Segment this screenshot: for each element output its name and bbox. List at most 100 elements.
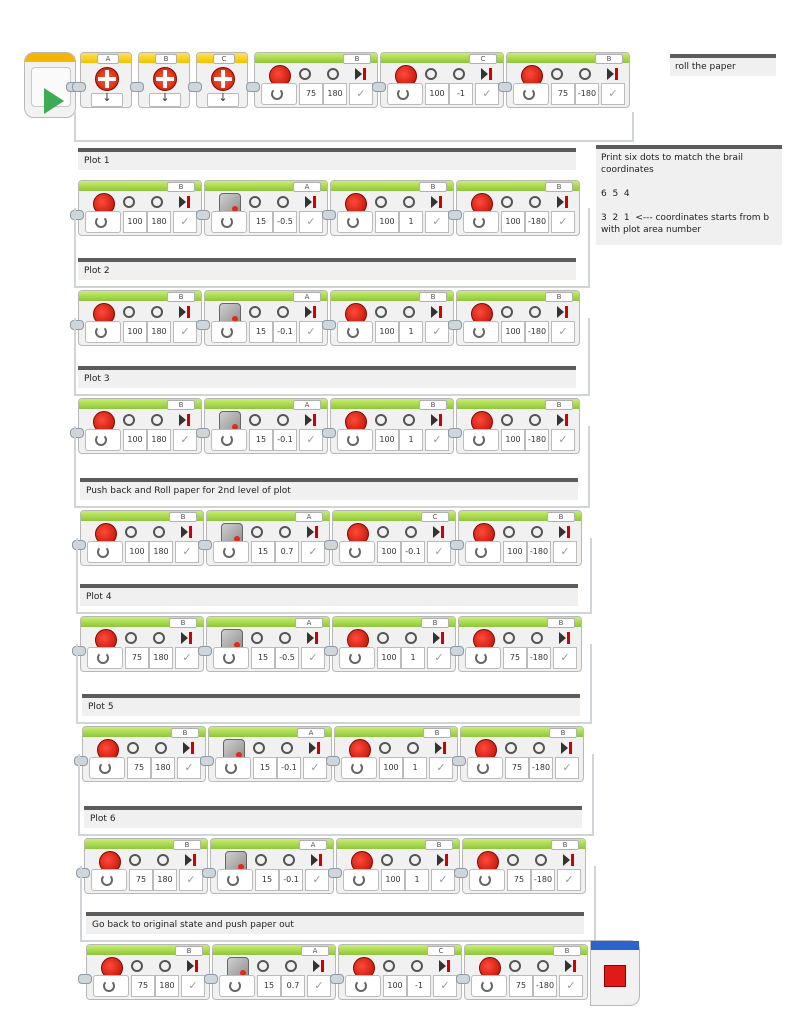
brake-checkbox[interactable]: ✓ <box>559 975 583 997</box>
medium-motor-block[interactable]: B 100 1 ✓ <box>330 398 454 454</box>
brake-checkbox[interactable]: ✓ <box>177 757 201 779</box>
power-value[interactable]: 100 <box>125 541 149 563</box>
port-selector[interactable]: B <box>173 840 201 850</box>
power-value[interactable]: 75 <box>551 83 575 105</box>
mode-selector[interactable] <box>337 321 373 343</box>
motor-reset-block[interactable]: A <box>80 52 132 108</box>
mode-selector[interactable] <box>463 321 499 343</box>
power-value[interactable]: 75 <box>299 83 323 105</box>
large-motor-block[interactable]: A 15 -0.1 ✓ <box>210 838 334 894</box>
play-button[interactable] <box>31 67 71 114</box>
power-value[interactable]: 100 <box>379 757 403 779</box>
brake-checkbox[interactable]: ✓ <box>553 647 577 669</box>
amount-value[interactable]: 180 <box>323 83 347 105</box>
comment-0[interactable]: Plot 1 <box>78 148 576 170</box>
brake-checkbox[interactable]: ✓ <box>175 541 199 563</box>
mode-selector[interactable] <box>93 975 129 997</box>
mode-selector[interactable] <box>467 757 503 779</box>
comment-roll-paper[interactable]: roll the paper <box>670 54 776 76</box>
power-value[interactable]: 100 <box>123 211 147 233</box>
port-selector[interactable]: B <box>549 728 577 738</box>
amount-value[interactable]: 180 <box>147 321 171 343</box>
power-value[interactable]: 100 <box>123 321 147 343</box>
mode-selector[interactable] <box>85 211 121 233</box>
mode-selector[interactable] <box>91 869 127 891</box>
port-selector[interactable]: B <box>169 512 197 522</box>
brake-checkbox[interactable]: ✓ <box>425 321 449 343</box>
comment-2[interactable]: Plot 3 <box>78 366 576 388</box>
port-selector[interactable]: B <box>551 840 579 850</box>
mode-selector[interactable] <box>465 541 501 563</box>
comment-1[interactable]: Plot 2 <box>78 258 576 280</box>
mode-selector[interactable] <box>463 211 499 233</box>
amount-value[interactable]: 180 <box>147 429 171 451</box>
brake-checkbox[interactable]: ✓ <box>181 975 205 997</box>
power-value[interactable]: 15 <box>253 757 277 779</box>
mode-selector[interactable] <box>211 211 247 233</box>
port-selector[interactable]: B <box>545 182 573 192</box>
port-selector[interactable]: B <box>175 946 203 956</box>
brake-checkbox[interactable]: ✓ <box>551 211 575 233</box>
medium-motor-block[interactable]: B 75 180 ✓ <box>254 52 378 108</box>
port-selector[interactable]: C <box>421 512 449 522</box>
mode-selector[interactable] <box>345 975 381 997</box>
port-selector[interactable]: B <box>421 618 449 628</box>
medium-motor-block[interactable]: B 75 -180 ✓ <box>458 616 582 672</box>
medium-motor-block[interactable]: C 100 -0.1 ✓ <box>332 510 456 566</box>
brake-checkbox[interactable]: ✓ <box>307 975 331 997</box>
power-value[interactable]: 100 <box>377 541 401 563</box>
amount-value[interactable]: 1 <box>399 211 423 233</box>
medium-motor-block[interactable]: B 75 -180 ✓ <box>464 944 588 1000</box>
amount-value[interactable]: 180 <box>151 757 175 779</box>
amount-value[interactable]: 1 <box>405 869 429 891</box>
amount-value[interactable]: -0.1 <box>277 757 301 779</box>
port-selector[interactable]: B <box>169 618 197 628</box>
brake-checkbox[interactable]: ✓ <box>349 83 373 105</box>
brake-checkbox[interactable]: ✓ <box>429 757 453 779</box>
comment-7[interactable]: Go back to original state and push paper… <box>86 912 584 934</box>
medium-motor-block[interactable]: B 75 180 ✓ <box>86 944 210 1000</box>
mode-selector[interactable] <box>471 975 507 997</box>
amount-value[interactable]: -1 <box>407 975 431 997</box>
medium-motor-block[interactable]: B 100 1 ✓ <box>332 616 456 672</box>
power-value[interactable]: 15 <box>255 869 279 891</box>
power-value[interactable]: 75 <box>129 869 153 891</box>
port-selector[interactable]: B <box>547 618 575 628</box>
mode-selector[interactable] <box>87 647 123 669</box>
mode-selector[interactable] <box>339 541 375 563</box>
power-value[interactable]: 100 <box>377 647 401 669</box>
brake-checkbox[interactable]: ✓ <box>179 869 203 891</box>
port-selector[interactable]: B <box>155 54 177 64</box>
mode-selector[interactable] <box>469 869 505 891</box>
power-value[interactable]: 100 <box>381 869 405 891</box>
medium-motor-block[interactable]: B 100 180 ✓ <box>78 398 202 454</box>
amount-value[interactable]: 1 <box>403 757 427 779</box>
power-value[interactable]: 100 <box>501 211 525 233</box>
amount-value[interactable]: 1 <box>401 647 425 669</box>
download-icon[interactable] <box>207 91 239 107</box>
brake-checkbox[interactable]: ✓ <box>299 211 323 233</box>
brake-checkbox[interactable]: ✓ <box>173 429 197 451</box>
brake-checkbox[interactable]: ✓ <box>551 321 575 343</box>
large-motor-block[interactable]: A 15 -0.5 ✓ <box>206 616 330 672</box>
brake-checkbox[interactable]: ✓ <box>555 757 579 779</box>
mode-selector[interactable] <box>339 647 375 669</box>
medium-motor-block[interactable]: B 100 180 ✓ <box>80 510 204 566</box>
large-motor-block[interactable]: A 15 -0.1 ✓ <box>204 398 328 454</box>
power-value[interactable]: 75 <box>127 757 151 779</box>
power-value[interactable]: 15 <box>251 647 275 669</box>
mode-selector[interactable] <box>211 321 247 343</box>
medium-motor-block[interactable]: B 75 180 ✓ <box>84 838 208 894</box>
brake-checkbox[interactable]: ✓ <box>475 83 499 105</box>
power-value[interactable]: 15 <box>249 211 273 233</box>
brake-checkbox[interactable]: ✓ <box>303 757 327 779</box>
amount-value[interactable]: -180 <box>527 541 551 563</box>
amount-value[interactable]: -1 <box>449 83 473 105</box>
mode-selector[interactable] <box>85 321 121 343</box>
mode-selector[interactable] <box>463 429 499 451</box>
amount-value[interactable]: -0.1 <box>401 541 425 563</box>
power-value[interactable]: 75 <box>503 647 527 669</box>
amount-value[interactable]: 0.7 <box>275 541 299 563</box>
medium-motor-block[interactable]: B 100 1 ✓ <box>330 180 454 236</box>
amount-value[interactable]: -180 <box>533 975 557 997</box>
